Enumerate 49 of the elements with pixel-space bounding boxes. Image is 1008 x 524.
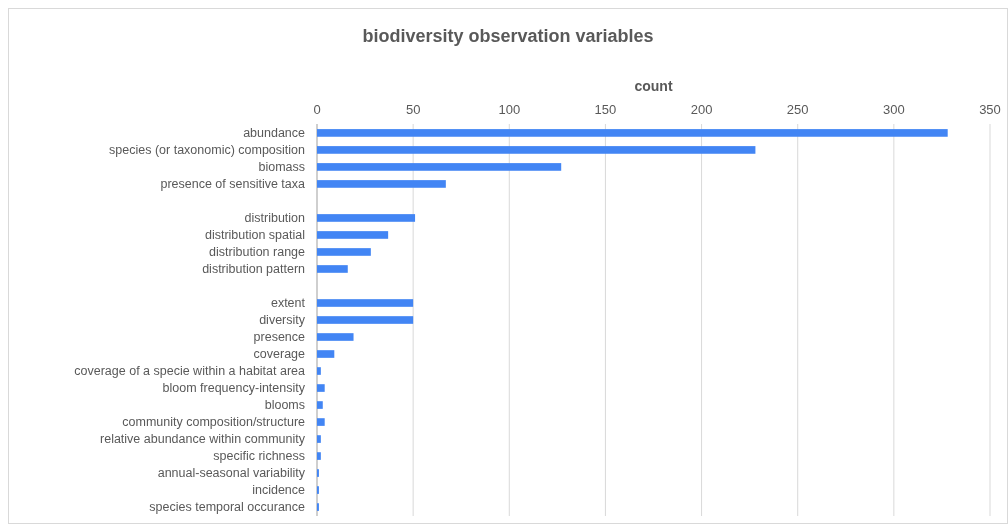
bar: [317, 265, 348, 273]
y-tick-label: species (or taxonomic) composition: [109, 143, 306, 158]
y-tick-label: community composition/structure: [122, 415, 306, 430]
bar: [317, 146, 756, 154]
y-tick-label: distribution range: [209, 245, 306, 260]
bar: [317, 333, 354, 341]
bar: [317, 163, 562, 171]
y-tick-label: diversity: [259, 313, 306, 328]
bar: [317, 214, 416, 222]
y-tick-label: presence: [253, 330, 306, 345]
bar: [317, 384, 325, 392]
bar: [317, 248, 371, 256]
bar: [317, 418, 325, 426]
y-tick-label: biomass: [258, 160, 305, 175]
chart-title: biodiversity observation variables: [362, 26, 654, 46]
bar: [317, 350, 335, 358]
y-tick-label: distribution pattern: [202, 262, 306, 277]
x-tick-label: 0: [313, 102, 321, 117]
y-tick-label: abundance: [243, 126, 306, 141]
x-tick-label: 250: [786, 102, 809, 117]
y-tick-label: blooms: [264, 398, 305, 413]
y-tick-label: relative abundance within community: [100, 432, 306, 447]
y-tick-label: coverage: [253, 347, 306, 362]
bar: [317, 367, 321, 375]
y-tick-label: incidence: [252, 483, 306, 498]
y-tick-label: annual-seasonal variability: [157, 466, 306, 481]
y-tick-label: presence of sensitive taxa: [160, 177, 306, 192]
bar: [317, 129, 948, 137]
y-tick-label: coverage of a specie within a habitat area: [74, 364, 306, 379]
bar: [317, 180, 446, 188]
x-tick-label: 300: [883, 102, 905, 117]
bar: [317, 316, 414, 324]
bar: [317, 401, 323, 409]
bar: [317, 452, 321, 460]
x-axis-title: count: [634, 78, 673, 94]
x-tick-label: 100: [498, 102, 521, 117]
y-tick-label: distribution: [244, 211, 306, 226]
y-tick-label: extent: [270, 296, 306, 311]
y-tick-label: bloom frequency-intensity: [162, 381, 306, 396]
bar: [317, 435, 321, 443]
x-tick-label: 200: [690, 102, 713, 117]
x-tick-label: 350: [979, 102, 1001, 117]
y-tick-label: species temporal occurance: [149, 500, 306, 515]
x-tick-label: 150: [594, 102, 617, 117]
bar: [317, 231, 389, 239]
y-tick-label: specific richness: [213, 449, 305, 464]
bar: [317, 299, 414, 307]
x-tick-label: 50: [405, 102, 421, 117]
y-tick-label: distribution spatial: [204, 228, 305, 243]
